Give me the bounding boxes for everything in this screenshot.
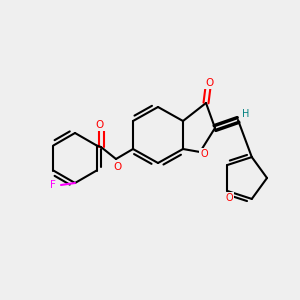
Text: F: F [50, 180, 56, 190]
Text: H: H [242, 109, 250, 119]
Text: O: O [225, 193, 233, 203]
Text: O: O [200, 149, 208, 159]
Text: O: O [205, 78, 213, 88]
Text: O: O [96, 120, 104, 130]
Text: O: O [113, 162, 121, 172]
